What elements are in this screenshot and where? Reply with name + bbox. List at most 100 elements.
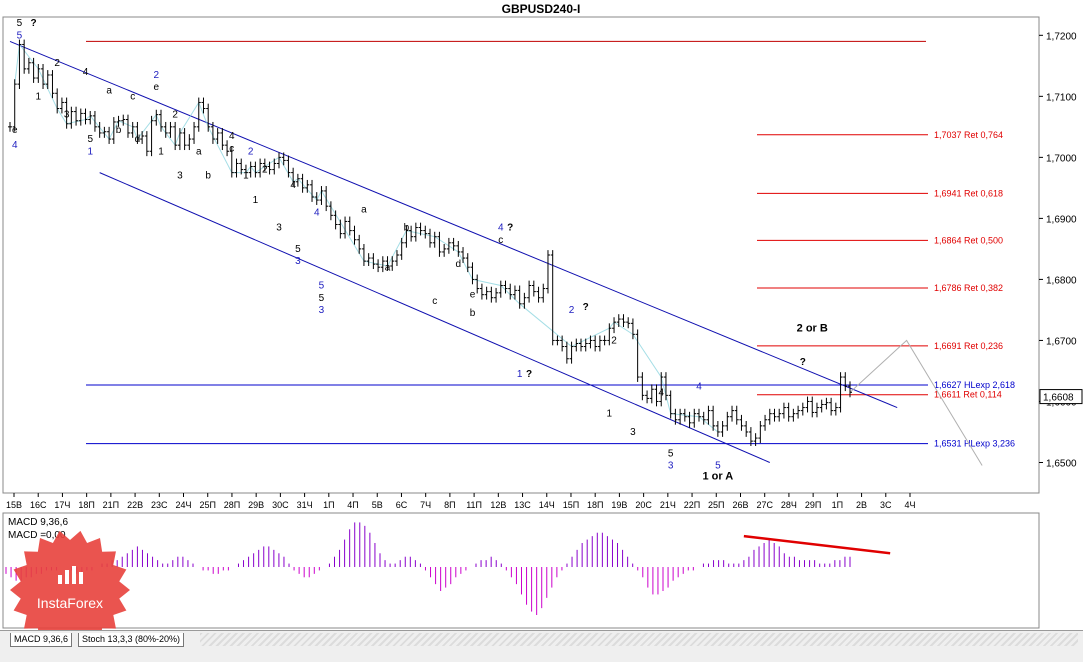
price-bar (390, 256, 395, 271)
x-tick-label: 24Ч (176, 500, 192, 510)
x-tick-label: 15П (563, 500, 579, 510)
tab-macd[interactable]: MACD 9,36,6 (10, 633, 73, 647)
wave-label: b (116, 125, 122, 136)
price-bar (673, 408, 678, 425)
wave-label: 3 (319, 305, 325, 316)
price-bar (654, 384, 659, 407)
price-bar (734, 405, 739, 425)
wave-label: 5 (87, 134, 93, 145)
price-bar (630, 318, 635, 340)
wave-label: 5 (295, 244, 301, 255)
price-bar (220, 128, 225, 151)
macd-trend-line (743, 534, 891, 555)
x-tick-label: 29В (248, 500, 264, 510)
price-bar (229, 146, 234, 178)
wave-label: a (361, 204, 367, 215)
wave-label: 5 (668, 448, 674, 459)
x-tick-label: 1П (832, 500, 843, 510)
price-bar (786, 402, 791, 422)
x-tick-label: 4П (347, 500, 358, 510)
price-bar (376, 259, 381, 273)
x-tick-label: 21П (103, 500, 119, 510)
wave-label: a (385, 262, 391, 273)
wave-label: 5 (17, 30, 23, 41)
price-bar (848, 381, 852, 398)
wave-label: d (456, 259, 462, 270)
price-bar (319, 186, 324, 205)
price-bar (423, 225, 428, 239)
price-bar (814, 402, 819, 418)
price-bar (267, 161, 272, 175)
price-bar (55, 88, 60, 114)
wave-label: e (154, 82, 160, 93)
price-bar (130, 121, 135, 138)
price-bar (347, 216, 352, 236)
wave-label: 1 (158, 146, 164, 157)
price-bar (125, 114, 130, 138)
price-bar (696, 408, 701, 422)
price-bar (22, 39, 27, 74)
price-bar (645, 390, 650, 404)
price-panel (2, 16, 1040, 494)
wave-label: 1 (253, 195, 259, 206)
price-bar (361, 244, 366, 266)
price-bar (621, 314, 626, 328)
wave-label: 1 (517, 369, 523, 380)
price-bar (748, 427, 753, 447)
price-bar (163, 121, 168, 138)
current-price-box (1039, 389, 1083, 405)
price-bar (177, 128, 182, 151)
wave-label: 5 (319, 281, 325, 292)
wave-label: 2 (262, 165, 268, 176)
wave-label: c (229, 143, 234, 154)
price-bar (41, 63, 46, 90)
price-bar (69, 106, 74, 129)
price-bar (343, 216, 348, 239)
price-bar (26, 57, 31, 74)
tab-stoch[interactable]: Stoch 13,3,3 (80%-20%) (78, 633, 185, 647)
price-bar (649, 384, 654, 404)
wave-label: 4 (696, 381, 702, 392)
wave-label: 2 (569, 305, 575, 316)
price-bar (536, 286, 541, 303)
price-bar (243, 164, 248, 178)
wave-label: ? (507, 223, 513, 234)
wave-label: 1 or A (702, 471, 733, 483)
price-bar (116, 115, 121, 127)
price-bar (456, 240, 461, 257)
price-bar (437, 231, 442, 257)
level-label: 1,6627 HLexp 2,618 (934, 380, 1015, 390)
x-tick-label: 7Ч (420, 500, 431, 510)
wave-label: ? (31, 18, 37, 29)
price-bar (602, 335, 607, 346)
price-bar (805, 396, 810, 413)
channel-line (9, 40, 898, 409)
price-bar (17, 39, 22, 90)
price-bar (97, 121, 102, 138)
wave-label: 3 (630, 427, 636, 438)
price-bar (810, 396, 815, 418)
price-bar (579, 338, 584, 352)
level-label: 1,6786 Ret 0,382 (934, 283, 1003, 293)
wave-label: b (470, 308, 476, 319)
wave-label: 4 (290, 180, 296, 191)
wave-label: d (135, 134, 141, 145)
price-bar (564, 341, 569, 364)
level-label: 1,6941 Ret 0,618 (934, 188, 1003, 198)
price-bar (215, 128, 220, 144)
price-bar (758, 420, 763, 443)
price-bar (206, 103, 211, 132)
price-bar (446, 237, 451, 254)
wave-label: b (205, 171, 211, 182)
price-bar (843, 372, 848, 392)
wave-label: e (470, 290, 476, 301)
price-bar (668, 390, 673, 419)
price-bar (272, 158, 277, 175)
price-bar (366, 253, 371, 266)
price-bar (149, 115, 154, 157)
price-bar (78, 108, 83, 126)
price-bar (730, 405, 735, 422)
x-tick-label: 18П (587, 500, 603, 510)
price-bar (659, 372, 664, 407)
x-tick-label: 25П (199, 500, 215, 510)
